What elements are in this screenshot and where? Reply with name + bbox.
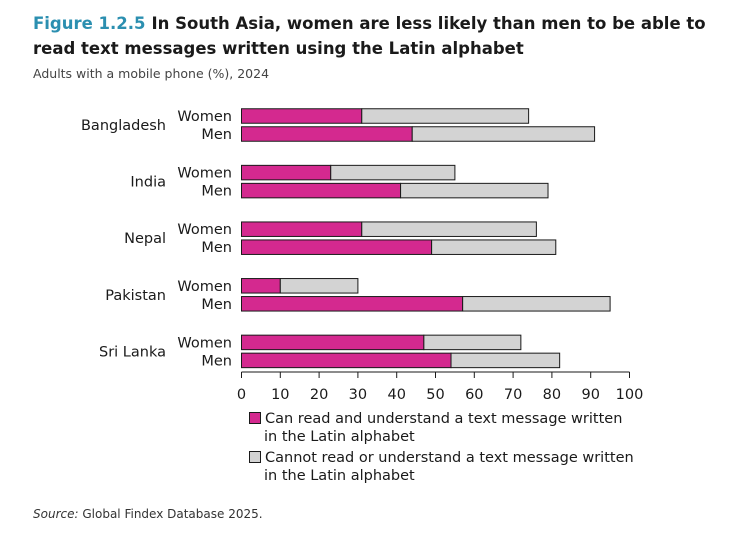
bar-sri-lanka-men-series-1 bbox=[241, 352, 452, 369]
group-label-bangladesh-men: Men bbox=[201, 127, 232, 143]
bar-pakistan-men-series-1 bbox=[241, 296, 464, 312]
bar-bangladesh-men-series-2 bbox=[411, 126, 596, 142]
group-label-sri-lanka-women: Women bbox=[177, 335, 232, 351]
bar-bangladesh-men-series-1 bbox=[241, 126, 413, 142]
x-tick-label-80: 80 bbox=[543, 387, 561, 403]
x-tick-label-0: 0 bbox=[237, 387, 246, 403]
group-label-india-women: Women bbox=[177, 166, 232, 182]
figure-number: Figure 1.2.5 bbox=[33, 14, 146, 33]
x-tick-label-30: 30 bbox=[349, 387, 367, 403]
group-label-nepal-women: Women bbox=[177, 222, 232, 238]
legend-swatch-series-1 bbox=[249, 412, 261, 424]
bar-sri-lanka-men-series-2 bbox=[450, 352, 561, 369]
stacked-bar-chart: Bangladesh Women Men India Women Men Nepal Wome… bbox=[81, 108, 644, 484]
x-tick-label-50: 50 bbox=[426, 387, 444, 403]
x-tick-label-10: 10 bbox=[271, 387, 289, 403]
category-label-bangladesh: Bangladesh bbox=[81, 118, 166, 134]
bar-pakistan-women-series-1 bbox=[241, 278, 281, 294]
bar-bangladesh-women-series-1 bbox=[241, 108, 363, 124]
bar-bangladesh-women-series-2 bbox=[361, 108, 530, 124]
x-tick-label-60: 60 bbox=[465, 387, 483, 403]
bar-india-women-series-2 bbox=[330, 164, 456, 181]
bar-nepal-men-series-1 bbox=[241, 239, 433, 255]
source-note: Source: Global Findex Database 2025. bbox=[33, 507, 263, 521]
group-label-bangladesh-women: Women bbox=[177, 109, 232, 125]
x-tick-label-70: 70 bbox=[504, 387, 522, 403]
bar-pakistan-men-series-2 bbox=[462, 296, 611, 312]
source-label: Source: bbox=[33, 507, 79, 521]
category-label-india: India bbox=[130, 175, 166, 191]
bar-sri-lanka-women-series-2 bbox=[423, 334, 522, 351]
figure-title: Figure 1.2.5 In South Asia, women are les… bbox=[33, 11, 713, 61]
x-tick-label-90: 90 bbox=[581, 387, 599, 403]
legend-swatch-series-2 bbox=[249, 451, 261, 463]
bar-nepal-men-series-2 bbox=[431, 239, 557, 255]
x-tick-label-100: 100 bbox=[616, 387, 644, 403]
bar-india-men-series-2 bbox=[400, 182, 549, 199]
figure-title-text: In South Asia, women are less likely tha… bbox=[33, 14, 706, 58]
x-tick-label-40: 40 bbox=[387, 387, 405, 403]
figure-subtitle: Adults with a mobile phone (%), 2024 bbox=[33, 66, 270, 81]
group-label-pakistan-women: Women bbox=[177, 279, 232, 295]
category-label-pakistan: Pakistan bbox=[105, 288, 166, 304]
bar-nepal-women-series-2 bbox=[361, 221, 537, 237]
legend-label-series-2-line-2: in the Latin alphabet bbox=[264, 468, 415, 484]
bar-nepal-women-series-1 bbox=[241, 221, 363, 237]
category-label-nepal: Nepal bbox=[124, 231, 166, 247]
bar-sri-lanka-women-series-1 bbox=[241, 334, 425, 351]
source-text: Global Findex Database 2025. bbox=[82, 507, 263, 521]
group-label-india-men: Men bbox=[201, 184, 232, 200]
bar-pakistan-women-series-2 bbox=[279, 278, 359, 294]
bar-india-women-series-1 bbox=[241, 164, 332, 181]
group-label-pakistan-men: Men bbox=[201, 297, 232, 313]
legend-label-series-1-line-2: in the Latin alphabet bbox=[264, 429, 415, 445]
legend-label-series-2-line-1: Cannot read or understand a text message… bbox=[265, 450, 634, 466]
category-label-sri-lanka: Sri Lanka bbox=[99, 344, 166, 360]
bar-india-men-series-1 bbox=[241, 182, 402, 199]
legend-label-series-1-line-1: Can read and understand a text message w… bbox=[265, 411, 622, 427]
x-tick-label-20: 20 bbox=[310, 387, 328, 403]
group-label-sri-lanka-men: Men bbox=[201, 353, 232, 369]
group-label-nepal-men: Men bbox=[201, 240, 232, 256]
